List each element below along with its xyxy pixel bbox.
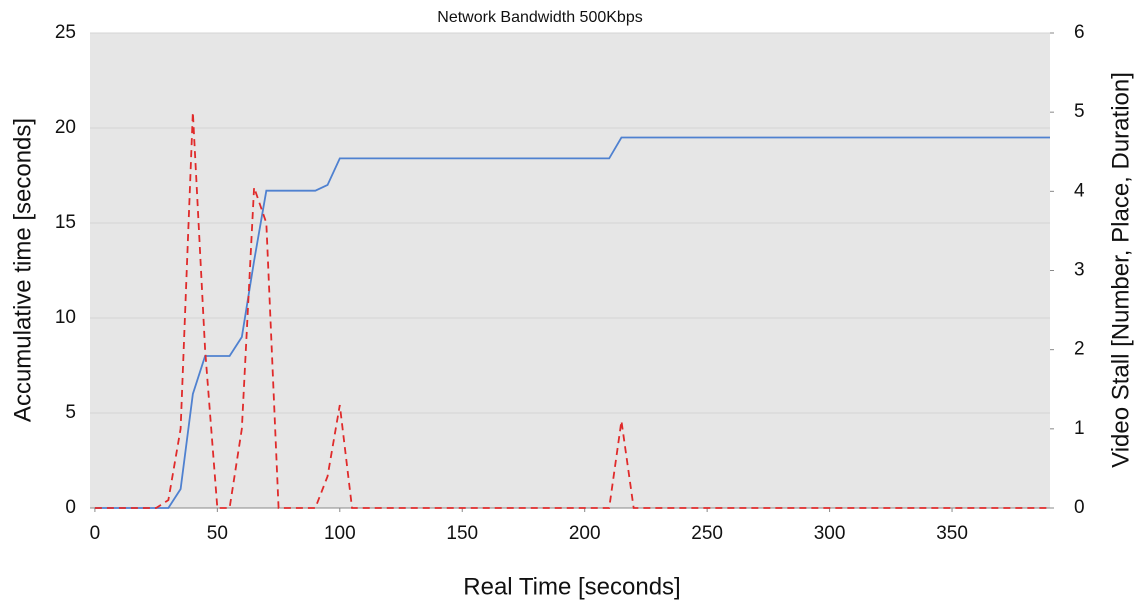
series-line	[94, 136, 1050, 509]
x-tick-label: 200	[569, 523, 601, 544]
x-tick-label: 50	[207, 523, 228, 544]
y-tick-label: 10	[55, 307, 76, 328]
y2-tick-label: 4	[1074, 180, 1085, 201]
y2-tick-label: 5	[1074, 101, 1085, 122]
y-tick-label: 25	[55, 22, 76, 43]
x-tick-label: 150	[446, 523, 478, 544]
x-tick-label: 300	[814, 523, 846, 544]
x-tick-label: 350	[936, 523, 968, 544]
y-tick-label: 5	[65, 402, 76, 423]
y2-tick-label: 6	[1074, 22, 1085, 43]
x-tick-label: 100	[324, 523, 356, 544]
series-line	[94, 112, 1050, 509]
x-tick-label: 250	[691, 523, 723, 544]
chart-title: Network Bandwidth 500Kbps	[437, 9, 642, 26]
y2-tick-label: 1	[1074, 418, 1085, 439]
y2-tick-label: 3	[1074, 260, 1085, 281]
y2-tick-label: 2	[1074, 339, 1085, 360]
x-axis-title: Real Time [seconds]	[463, 573, 680, 600]
y-tick-label: 20	[55, 117, 76, 138]
y2-tick-label: 0	[1074, 497, 1085, 518]
x-tick-label: 0	[90, 523, 101, 544]
y2-axis-title: Video Stall [Number, Place, Duration]	[1107, 72, 1134, 468]
plot-background	[90, 33, 1050, 508]
y-axis-title: Accumulative time [seconds]	[9, 118, 36, 422]
y-tick-label: 0	[65, 497, 76, 518]
y-tick-label: 15	[55, 212, 76, 233]
